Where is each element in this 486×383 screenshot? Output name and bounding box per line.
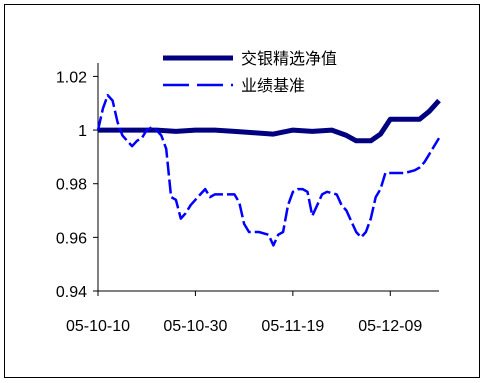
x-tick-label: 05-12-09 <box>358 318 422 335</box>
axes: 0.94 0.96 0.98 1 1.02 05-10-10 05-10-30 05-11-1… <box>56 63 439 335</box>
series-layer <box>96 93 441 247</box>
x-tick-label: 05-10-30 <box>163 318 227 335</box>
series-line-2 <box>96 93 441 247</box>
legend-label-1: 交银精选净值 <box>241 50 337 68</box>
x-tick-label: 05-11-19 <box>261 318 324 335</box>
line-chart: 0.94 0.96 0.98 1 1.02 05-10-10 05-10-30 05-11-1… <box>56 50 441 335</box>
x-tick-label: 05-10-10 <box>66 318 130 335</box>
series-line-1 <box>98 98 441 144</box>
y-tick-label: 0.94 <box>56 284 87 301</box>
y-tick-label: 1.02 <box>56 69 87 86</box>
y-tick-label: 0.96 <box>56 230 87 247</box>
y-tick-label: 1 <box>78 123 87 140</box>
chart-frame: 0.94 0.96 0.98 1 1.02 05-10-10 05-10-30 05-11-1… <box>4 4 480 378</box>
legend-label-2: 业绩基准 <box>241 77 305 95</box>
y-tick-label: 0.98 <box>56 177 87 194</box>
